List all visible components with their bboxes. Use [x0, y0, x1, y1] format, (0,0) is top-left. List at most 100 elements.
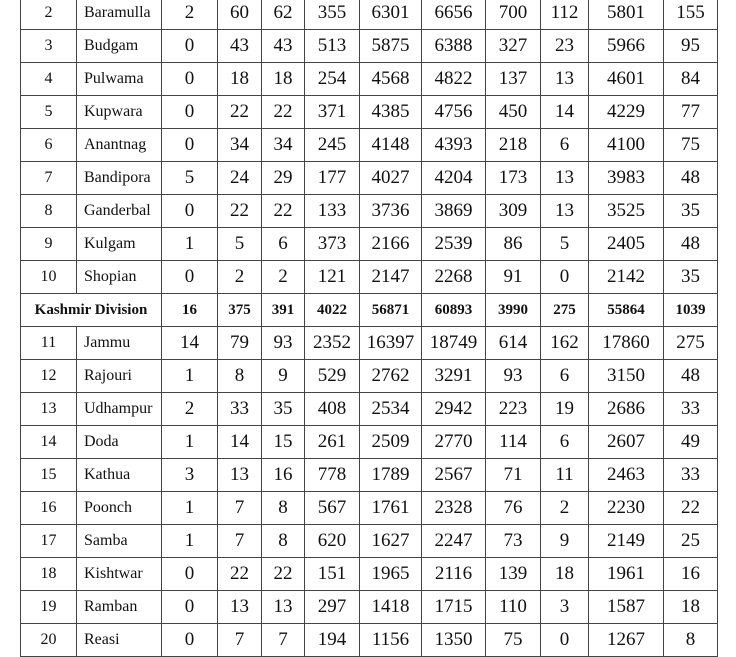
serial-number-cell: 14	[20, 425, 77, 459]
value-cell: 48	[663, 227, 718, 261]
value-cell: 162	[540, 326, 589, 360]
value-cell: 0	[161, 128, 218, 162]
value-cell: 84	[663, 62, 718, 96]
value-cell: 137	[485, 62, 541, 96]
value-cell: 5	[161, 161, 218, 195]
value-cell: 2762	[359, 359, 422, 393]
value-cell: 3525	[588, 194, 664, 228]
value-cell: 110	[485, 590, 541, 624]
value-cell: 43	[261, 29, 305, 63]
value-cell: 4568	[359, 62, 422, 96]
value-cell: 4601	[588, 62, 664, 96]
value-cell: 33	[663, 458, 718, 492]
value-cell: 23	[540, 29, 589, 63]
value-cell: 373	[304, 227, 360, 261]
value-cell: 275	[663, 326, 718, 360]
value-cell: 1	[161, 491, 218, 525]
district-name-cell: Kupwara	[76, 95, 162, 129]
serial-number-cell: 16	[20, 491, 77, 525]
value-cell: 261	[304, 425, 360, 459]
value-cell: 16	[161, 293, 218, 327]
value-cell: 155	[663, 0, 718, 30]
value-cell: 2	[217, 260, 262, 294]
value-cell: 62	[261, 0, 305, 30]
value-cell: 1	[161, 524, 218, 558]
district-name-cell: Ramban	[76, 590, 162, 624]
table-row: 3 Budgam 0 43 43 513 5875 6388 327 23 5966 95	[20, 29, 718, 63]
value-cell: 8	[663, 623, 718, 657]
table-row: 8 Ganderbal 0 22 22 133 3736 3869 309 13 3525 35	[20, 194, 718, 228]
value-cell: 254	[304, 62, 360, 96]
value-cell: 1587	[588, 590, 664, 624]
value-cell: 1961	[588, 557, 664, 591]
value-cell: 3983	[588, 161, 664, 195]
value-cell: 1965	[359, 557, 422, 591]
value-cell: 2567	[421, 458, 486, 492]
value-cell: 2607	[588, 425, 664, 459]
value-cell: 391	[261, 293, 305, 327]
table-row: 12 Rajouri 1 8 9 529 2762 3291 93 6 3150 48	[20, 359, 718, 393]
serial-number-cell: 20	[20, 623, 77, 657]
value-cell: 24	[217, 161, 262, 195]
value-cell: 13	[540, 62, 589, 96]
value-cell: 2770	[421, 425, 486, 459]
value-cell: 13	[261, 590, 305, 624]
serial-number-cell: 19	[20, 590, 77, 624]
value-cell: 77	[663, 95, 718, 129]
value-cell: 7	[217, 524, 262, 558]
value-cell: 16	[261, 458, 305, 492]
value-cell: 2147	[359, 260, 422, 294]
value-cell: 6	[540, 359, 589, 393]
table-row: 15 Kathua 3 13 16 778 1789 2567 71 11 2463 33	[20, 458, 718, 492]
value-cell: 0	[161, 194, 218, 228]
value-cell: 4756	[421, 95, 486, 129]
value-cell: 11	[540, 458, 589, 492]
value-cell: 6	[540, 425, 589, 459]
value-cell: 3736	[359, 194, 422, 228]
serial-number-cell: 3	[20, 29, 77, 63]
district-name-cell: Anantnag	[76, 128, 162, 162]
value-cell: 35	[663, 194, 718, 228]
serial-number-cell: 9	[20, 227, 77, 261]
value-cell: 218	[485, 128, 541, 162]
serial-number-cell: 10	[20, 260, 77, 294]
value-cell: 309	[485, 194, 541, 228]
value-cell: 5966	[588, 29, 664, 63]
value-cell: 0	[161, 260, 218, 294]
table-row: 4 Pulwama 0 18 18 254 4568 4822 137 13 4601 84	[20, 62, 718, 96]
value-cell: 76	[485, 491, 541, 525]
value-cell: 5	[217, 227, 262, 261]
value-cell: 614	[485, 326, 541, 360]
value-cell: 327	[485, 29, 541, 63]
value-cell: 2942	[421, 392, 486, 426]
value-cell: 75	[663, 128, 718, 162]
value-cell: 4204	[421, 161, 486, 195]
value-cell: 194	[304, 623, 360, 657]
value-cell: 22	[261, 557, 305, 591]
value-cell: 620	[304, 524, 360, 558]
value-cell: 35	[663, 260, 718, 294]
value-cell: 7	[261, 623, 305, 657]
value-cell: 1	[161, 359, 218, 393]
table-row: 6 Anantnag 0 34 34 245 4148 4393 218 6 4100 75	[20, 128, 718, 162]
serial-number-cell: 13	[20, 392, 77, 426]
value-cell: 2268	[421, 260, 486, 294]
value-cell: 17860	[588, 326, 664, 360]
value-cell: 5801	[588, 0, 664, 30]
value-cell: 2116	[421, 557, 486, 591]
value-cell: 0	[161, 590, 218, 624]
serial-number-cell: 12	[20, 359, 77, 393]
value-cell: 49	[663, 425, 718, 459]
value-cell: 4393	[421, 128, 486, 162]
value-cell: 75	[485, 623, 541, 657]
value-cell: 223	[485, 392, 541, 426]
value-cell: 73	[485, 524, 541, 558]
value-cell: 2142	[588, 260, 664, 294]
value-cell: 2	[161, 0, 218, 30]
serial-number-cell: 17	[20, 524, 77, 558]
value-cell: 0	[161, 95, 218, 129]
value-cell: 93	[485, 359, 541, 393]
value-cell: 297	[304, 590, 360, 624]
serial-number-cell: 18	[20, 557, 77, 591]
value-cell: 3291	[421, 359, 486, 393]
